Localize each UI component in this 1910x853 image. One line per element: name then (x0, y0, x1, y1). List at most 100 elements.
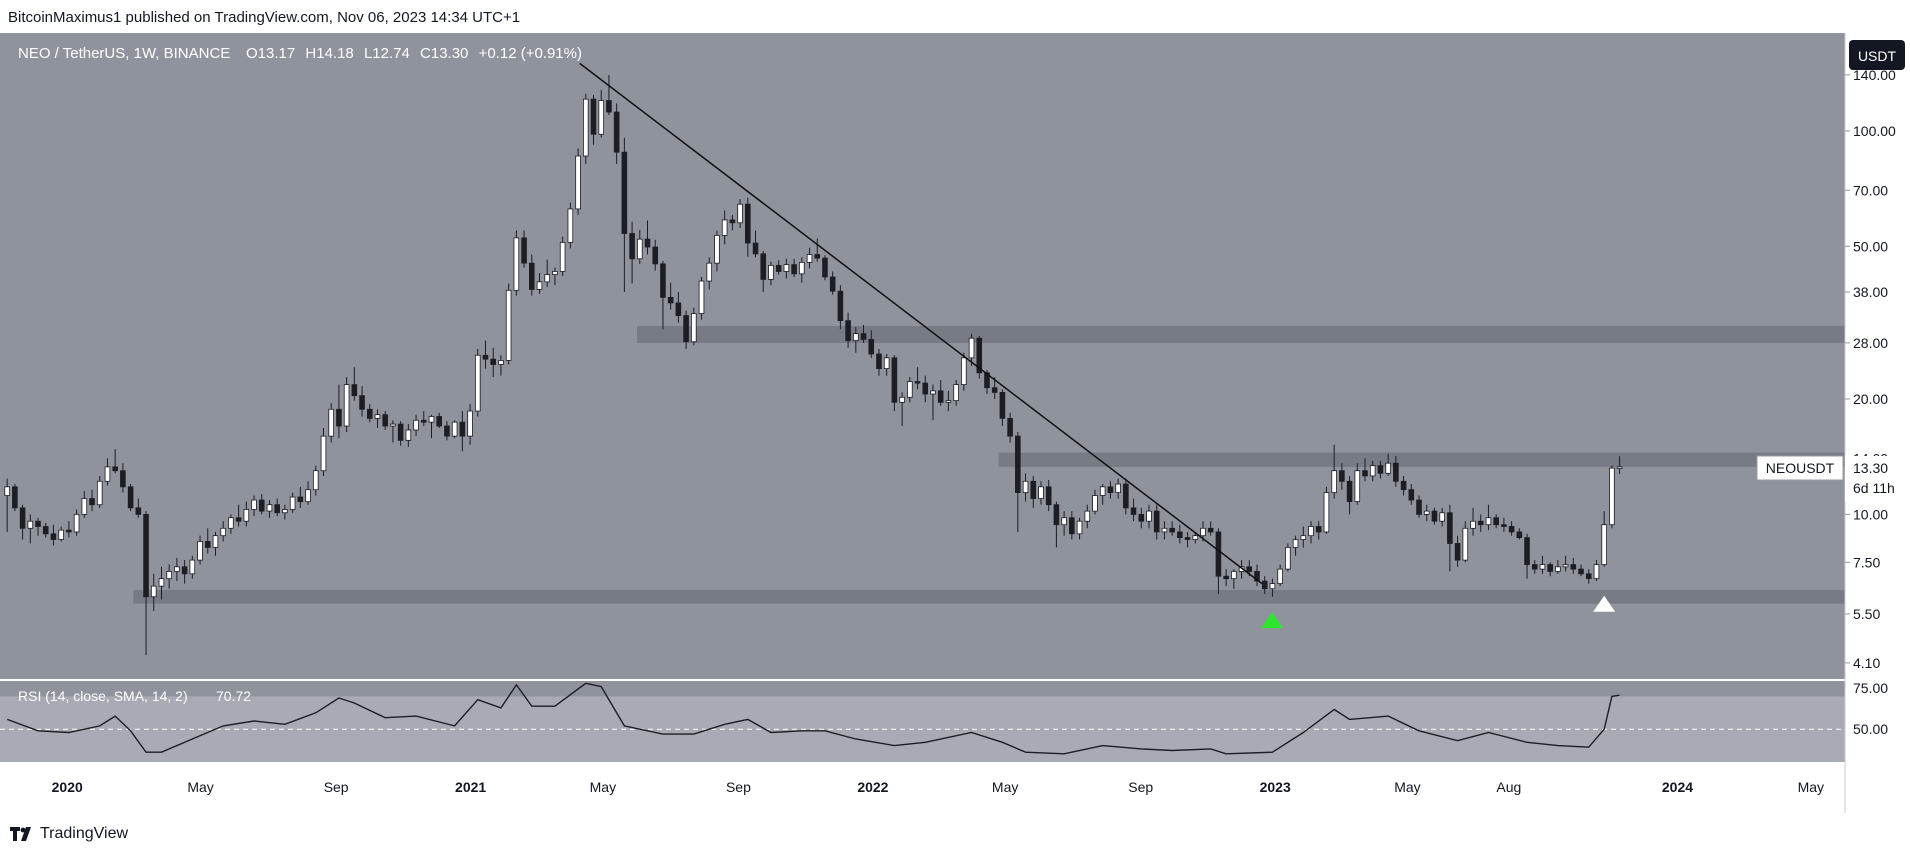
green-triangle-marker[interactable] (1261, 612, 1284, 629)
candle-body-down (297, 496, 304, 502)
horizontal-zone-3[interactable] (998, 452, 1845, 467)
candle-body-down (1346, 480, 1353, 502)
candle (552, 267, 558, 286)
candle (297, 486, 304, 508)
candle-body-down (127, 486, 134, 509)
candle-body-up (212, 535, 219, 548)
candle-body-down (12, 486, 18, 509)
candle (27, 514, 34, 544)
candle (999, 389, 1006, 427)
candle-body-up (691, 313, 697, 343)
candle (66, 521, 72, 538)
candle-body-down (204, 541, 211, 548)
candle (775, 260, 782, 275)
candle (837, 285, 844, 330)
candle-body-up (1115, 483, 1121, 493)
candle-body-up (1470, 520, 1476, 529)
candle-body-down (444, 425, 450, 437)
candle (228, 514, 234, 534)
candle (822, 255, 828, 281)
candle (1277, 564, 1283, 587)
tradingview-logo-icon (10, 827, 31, 841)
chart-symbol-title: NEO / TetherUS, 1W, BINANCE (18, 45, 230, 62)
candle (606, 74, 612, 116)
candle-body-up (552, 271, 558, 275)
candle-body-up (1593, 564, 1600, 580)
candle-body-up (1539, 564, 1546, 570)
candle (1153, 504, 1160, 540)
candle (513, 230, 520, 296)
candle-body-up (1601, 524, 1607, 565)
candle-body-down (1053, 504, 1060, 526)
candle (644, 220, 651, 255)
candle (158, 566, 165, 600)
candle (559, 236, 566, 277)
currency-button-label[interactable]: USDT (1858, 48, 1897, 64)
candle-body-down (1184, 537, 1191, 540)
candle-body-down (35, 520, 41, 527)
candle-body-down (845, 320, 851, 341)
candle (853, 327, 859, 353)
candle (1485, 504, 1492, 531)
candle-body-up (544, 274, 551, 283)
candle (621, 137, 628, 293)
descending-trendline[interactable] (579, 62, 1263, 585)
white-triangle-marker[interactable] (1593, 595, 1616, 612)
candle-body-up (1300, 535, 1307, 540)
candle (1084, 504, 1091, 529)
candle (405, 424, 412, 447)
candle (351, 367, 358, 401)
candle (783, 258, 790, 279)
candle-body-up (575, 155, 581, 210)
candle (505, 283, 512, 365)
chart-frame[interactable]: 140.00 100.00 70.00 50.00 38.00 28.00 20.00 14.… (0, 33, 1910, 813)
candle-body-up (737, 203, 743, 224)
candle-body-up (220, 527, 226, 537)
candle (1215, 528, 1222, 595)
candle (1369, 460, 1376, 482)
candle-body-down (359, 395, 365, 410)
horizontal-zone-2[interactable] (637, 325, 1846, 343)
candle (1061, 511, 1067, 536)
candle (1146, 504, 1152, 529)
candle-body-down (829, 276, 836, 292)
candle (1416, 495, 1422, 518)
candle (112, 449, 118, 474)
candle (791, 258, 797, 277)
candle (343, 377, 350, 433)
candle-body-down (1123, 483, 1129, 509)
candle (89, 489, 95, 512)
candle-body-up (405, 429, 412, 441)
candle-body-down (914, 381, 921, 384)
candle (12, 484, 18, 512)
candle-body-up (1555, 566, 1561, 572)
candle (243, 501, 250, 527)
currency-button[interactable]: USDT (1849, 40, 1905, 70)
candle-body-up (228, 517, 234, 529)
close-label: C (420, 45, 431, 62)
candle (1539, 555, 1546, 574)
candle (953, 380, 959, 406)
candle (197, 535, 203, 565)
candle-body-up (374, 414, 381, 419)
candle (1138, 507, 1145, 529)
candle (737, 199, 743, 229)
candle-body-up (1092, 495, 1098, 512)
candle (991, 377, 998, 399)
candle-body-up (289, 496, 296, 510)
currency-button-bg[interactable] (1849, 40, 1905, 70)
open-value: 13.17 (258, 45, 296, 62)
footer-brand[interactable]: TradingView (10, 825, 128, 843)
candle-body-up (1423, 510, 1430, 515)
candle-body-down (1431, 510, 1438, 522)
candle-body-up (598, 100, 605, 135)
candle-body-up (1562, 564, 1569, 568)
horizontal-zone-1[interactable] (133, 590, 1845, 604)
candle (752, 230, 759, 258)
candle (181, 560, 188, 584)
price-chart[interactable]: 140.00 100.00 70.00 50.00 38.00 28.00 20.00 14.… (0, 33, 1910, 813)
candle (96, 475, 103, 508)
candle-body-down (937, 390, 944, 403)
candle-body-down (991, 387, 998, 393)
candle (258, 494, 265, 515)
